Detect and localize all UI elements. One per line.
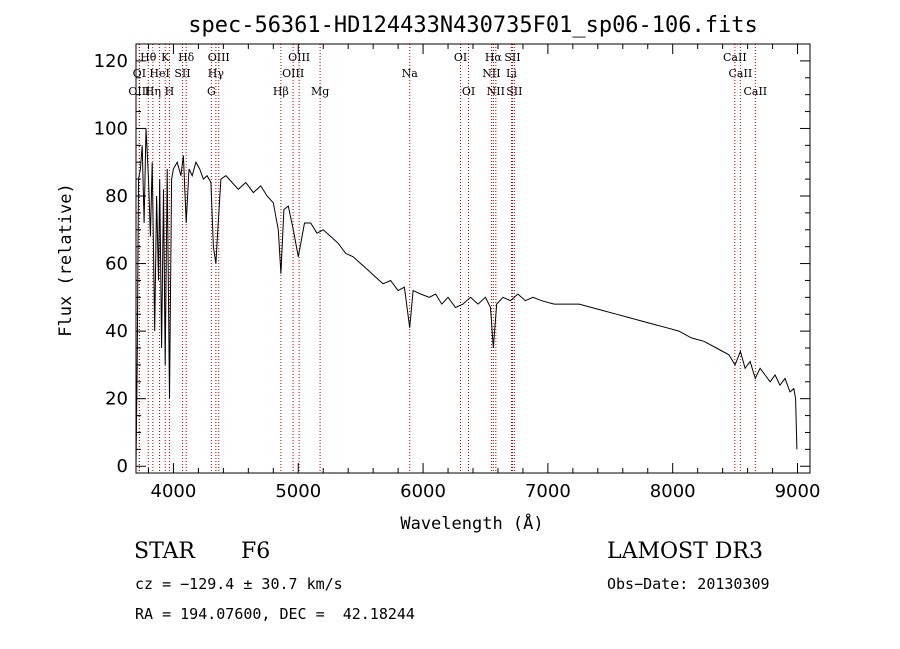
spectral-line-label: Hθ	[140, 51, 157, 64]
spectral-line-label: OIII	[282, 67, 304, 80]
x-tick-label: 5000	[275, 481, 321, 502]
x-tick-label: 8000	[650, 481, 696, 502]
y-tick-label: 80	[105, 186, 128, 207]
spectral-line-label: Hα	[485, 51, 503, 64]
chart-title: spec-56361-HD124433N430735F01_sp06-106.f…	[188, 13, 758, 38]
survey-name: LAMOST DR3	[607, 539, 763, 564]
spectral-line-label: Hγ	[208, 67, 225, 80]
spectral-line-label: SII	[504, 51, 520, 64]
spectral-line-label: SII	[174, 67, 190, 80]
object-class: STAR	[134, 539, 195, 564]
spectral-line-label: G	[207, 85, 216, 98]
spectral-line-label: OI	[454, 51, 467, 64]
x-tick-label: 9000	[775, 481, 821, 502]
coordinates: RA = 194.07600, DEC = 42.18244	[135, 605, 415, 623]
x-axis: 4000 5000 6000 7000 8000 9000	[147, 44, 821, 502]
spectral-line-label: H	[165, 85, 175, 98]
spectral-line-markers	[138, 44, 756, 473]
spectral-line-label: SII	[506, 85, 522, 98]
plot-frame	[135, 43, 811, 474]
spectral-line-label: OIII	[208, 51, 230, 64]
spectral-line-label: CaII	[743, 85, 767, 98]
spectral-line-label: CaII	[723, 51, 747, 64]
obs-date: Obs−Date: 20130309	[607, 575, 770, 593]
y-tick-label: 0	[117, 456, 128, 477]
spectral-line-label: Na	[402, 67, 419, 80]
spectral-line-label: NII	[482, 67, 500, 80]
spectral-line-label: OIII	[288, 51, 310, 64]
x-axis-label: Wavelength (Å)	[400, 512, 543, 534]
object-subclass: F6	[241, 539, 271, 564]
y-tick-label: 120	[94, 51, 128, 72]
x-tick-label: 4000	[151, 481, 197, 502]
spectral-line-label: Hβ	[273, 85, 289, 98]
x-tick-label: 7000	[525, 481, 571, 502]
redshift-readout: cz = −129.4 ± 30.7 km/s	[135, 575, 343, 593]
spectral-line-label: Li	[506, 67, 517, 80]
spectrum-line	[135, 128, 798, 467]
spectral-line-label: CaII	[729, 67, 753, 80]
y-tick-label: 40	[105, 321, 128, 342]
y-tick-label: 100	[94, 118, 128, 139]
spectral-line-label: NII	[487, 85, 505, 98]
x-tick-label: 6000	[400, 481, 446, 502]
spectral-line-label: Hδ	[178, 51, 195, 64]
y-axis-label: Flux (relative)	[56, 183, 76, 337]
spectral-line-label: OIII	[128, 85, 150, 98]
y-tick-label: 20	[105, 389, 128, 410]
spectral-line-label: K	[161, 51, 170, 64]
spectral-line-label: OI	[462, 85, 475, 98]
y-tick-label: 60	[105, 254, 128, 275]
spectral-line-label: HeI	[149, 67, 169, 80]
y-axis: 0 20 40 60 80 100 120	[94, 51, 810, 477]
spectral-line-label: Hη	[145, 85, 161, 98]
spectral-line-label: Mg	[311, 85, 329, 98]
